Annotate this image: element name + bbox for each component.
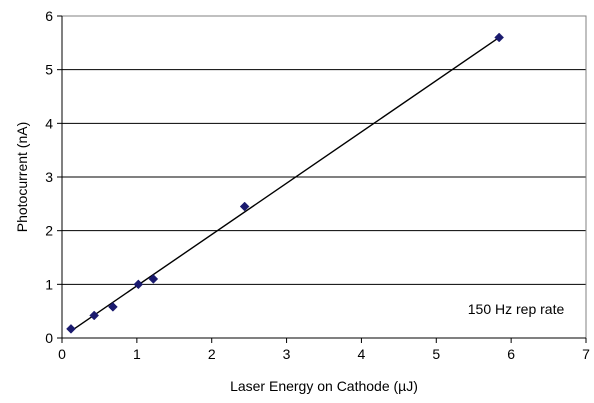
y-axis-title: Photocurrent (nA) bbox=[14, 122, 30, 233]
y-tick-label: 1 bbox=[45, 276, 53, 292]
x-tick-label: 2 bbox=[208, 346, 216, 362]
data-points bbox=[66, 32, 505, 334]
data-point bbox=[66, 324, 76, 334]
gridlines bbox=[62, 15, 586, 285]
y-tick-label: 4 bbox=[45, 115, 53, 131]
x-tick-label: 7 bbox=[582, 346, 590, 362]
x-tick-label: 5 bbox=[432, 346, 440, 362]
x-tick-label: 1 bbox=[133, 346, 141, 362]
data-point bbox=[494, 32, 505, 43]
data-point bbox=[148, 274, 159, 284]
x-tick-label: 0 bbox=[58, 346, 66, 362]
y-tick-label: 6 bbox=[45, 8, 53, 24]
data-point bbox=[89, 310, 100, 321]
rep-rate-annotation: 150 Hz rep rate bbox=[468, 301, 565, 317]
y-axis-ticks: 0 1 2 3 4 5 6 bbox=[45, 8, 62, 346]
linear-fit-line bbox=[70, 36, 500, 332]
x-tick-label: 3 bbox=[283, 346, 291, 362]
data-point bbox=[108, 302, 118, 312]
data-point bbox=[239, 201, 250, 212]
x-tick-label: 6 bbox=[507, 346, 515, 362]
x-axis-ticks: 0 1 2 3 4 5 6 7 bbox=[58, 338, 590, 362]
data-point bbox=[133, 279, 144, 290]
y-tick-label: 2 bbox=[45, 223, 53, 239]
x-tick-label: 4 bbox=[358, 346, 366, 362]
y-tick-label: 3 bbox=[45, 169, 53, 185]
y-tick-label: 5 bbox=[45, 62, 53, 78]
x-axis-title: Laser Energy on Cathode (µJ) bbox=[230, 378, 418, 394]
y-tick-label: 0 bbox=[45, 330, 53, 346]
